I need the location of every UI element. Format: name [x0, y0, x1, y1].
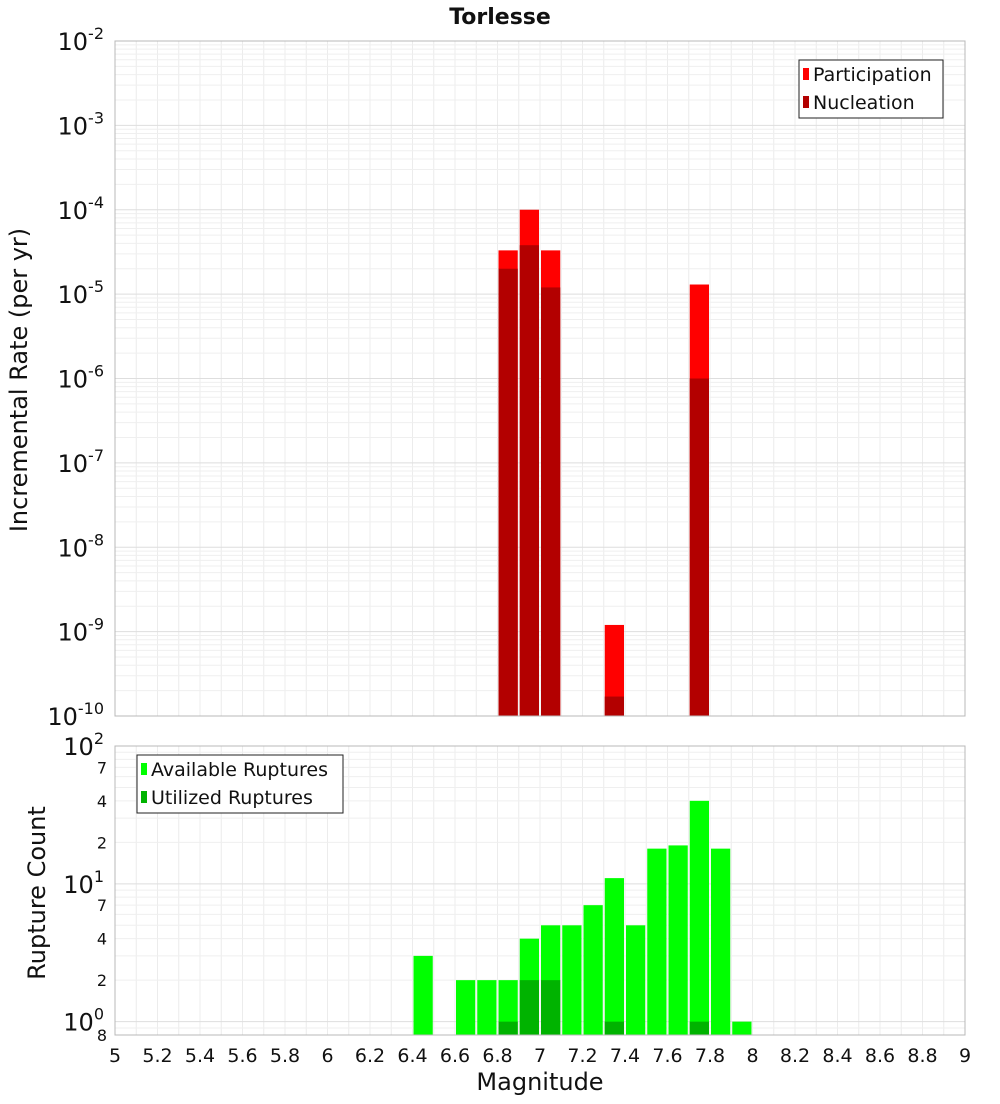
x-tick-label: 6 [321, 1045, 333, 1067]
count-legend-box [136, 754, 344, 814]
count-y-tick-label: 2 [97, 971, 107, 990]
x-tick-label: 6.4 [397, 1045, 427, 1067]
bottom-y-axis-title-text: Rupture Count [23, 806, 51, 980]
count-bar [413, 955, 433, 1035]
count-legend: Available Ruptures Utilized Ruptures [136, 754, 344, 814]
x-tick-label: 7.2 [567, 1045, 597, 1067]
rate-legend-swatch [803, 96, 809, 108]
x-tick-label: 5.2 [142, 1045, 172, 1067]
count-bar [583, 905, 603, 1035]
rate-bar [498, 268, 518, 716]
rate-legend: Participation Nucleation [798, 59, 944, 119]
rate-bar [519, 245, 539, 717]
count-y-tick-label: 4 [97, 930, 107, 949]
count-y-tick-label: 101 [63, 867, 104, 899]
rate-y-tick-label: 10-7 [58, 446, 105, 478]
x-tick-label: 6.8 [482, 1045, 512, 1067]
bottom-y-axis-title: Rupture Count [23, 806, 51, 980]
count-bar [626, 925, 646, 1035]
rate-legend-box [798, 59, 944, 119]
x-tick-label: 6.6 [440, 1045, 470, 1067]
x-tick-label: 5.8 [270, 1045, 300, 1067]
count-plot-frame [114, 745, 966, 1036]
count-bar [477, 980, 497, 1035]
x-tick-label: 8.2 [780, 1045, 810, 1067]
count-y-tick-label: 100 [63, 1005, 104, 1037]
count-y-tick-label: 7 [97, 896, 107, 915]
count-bar [562, 925, 582, 1035]
count-bar [732, 1021, 752, 1035]
count-legend-swatch [141, 763, 147, 775]
x-tick-label: 7 [534, 1045, 546, 1067]
count-y-tick-label: 102 [63, 729, 104, 761]
count-y-tick-label: 7 [97, 758, 107, 777]
rate-y-tick-label: 10-8 [58, 530, 105, 562]
rate-y-tick-label: 10-2 [58, 24, 105, 56]
x-tick-label: 5.4 [185, 1045, 215, 1067]
count-bar [668, 845, 688, 1035]
rate-legend-label: Participation [813, 64, 932, 86]
rate-bar [541, 287, 561, 716]
rate-y-tick-label: 10-3 [58, 108, 105, 140]
rate-y-tick-label: 10-10 [47, 699, 104, 731]
rate-bar [689, 378, 709, 716]
count-bar [689, 800, 709, 1035]
x-tick-label: 6.2 [355, 1045, 385, 1067]
rate-grid [114, 41, 966, 717]
count-bar [498, 980, 518, 1035]
x-tick-label: 7.4 [610, 1045, 640, 1067]
x-tick-label: 8.4 [822, 1045, 852, 1067]
rate-bar [604, 624, 624, 716]
x-tick-label: 5 [109, 1045, 121, 1067]
x-tick-label: 7.6 [652, 1045, 682, 1067]
rate-y-tick-label: 10-6 [58, 362, 105, 394]
count-y-tick-label: 4 [97, 792, 107, 811]
x-axis-ticks: 5 5.2 5.4 5.6 5.8 6 6.2 6.4 6.6 6.8 7 7.2 7.4 7.6 7.8 8… [109, 1045, 971, 1067]
x-tick-label: 8 [746, 1045, 758, 1067]
count-bar [498, 1021, 518, 1035]
x-tick-label: 8.8 [907, 1045, 937, 1067]
count-y-tick-label: 8 [97, 1026, 107, 1045]
count-legend-label: Available Ruptures [151, 759, 328, 781]
chart-title: Torlesse [449, 5, 551, 30]
count-legend-swatch [141, 791, 147, 803]
x-tick-label: 9 [959, 1045, 971, 1067]
rate-panel: 10-2 10-3 10-4 10-5 10-6 10-7 10-8 10-9 10-10 Par… [47, 24, 966, 731]
rate-series-1 [498, 245, 709, 717]
rate-plot-frame [114, 40, 966, 717]
count-legend-label: Utilized Ruptures [151, 787, 313, 809]
count-y-tick-label: 2 [97, 833, 107, 852]
top-y-axis-title: Incremental Rate (per yr) [5, 228, 33, 532]
rate-y-tick-label: 10-9 [58, 615, 105, 647]
rate-legend-swatch [803, 68, 809, 80]
count-bar [541, 980, 561, 1035]
count-bar [456, 980, 476, 1035]
count-bar [711, 848, 731, 1035]
rate-legend-label: Nucleation [813, 92, 915, 114]
count-bar [604, 1021, 624, 1035]
x-tick-label: 7.8 [695, 1045, 725, 1067]
rate-y-tick-label: 10-4 [58, 193, 105, 225]
x-tick-label: 8.6 [865, 1045, 895, 1067]
count-bar [689, 1021, 709, 1035]
count-series-1 [498, 980, 709, 1035]
rate-bar [604, 696, 624, 716]
x-tick-label: 5.6 [227, 1045, 257, 1067]
count-bar [519, 980, 539, 1035]
rate-y-ticks: 10-2 10-3 10-4 10-5 10-6 10-7 10-8 10-9 10-10 [47, 24, 104, 731]
count-bar [647, 848, 667, 1035]
count-bar [604, 878, 624, 1035]
x-axis-title: Magnitude [476, 1068, 603, 1096]
rate-y-tick-label: 10-5 [58, 277, 105, 309]
top-y-axis-title-text: Incremental Rate (per yr) [5, 228, 33, 532]
